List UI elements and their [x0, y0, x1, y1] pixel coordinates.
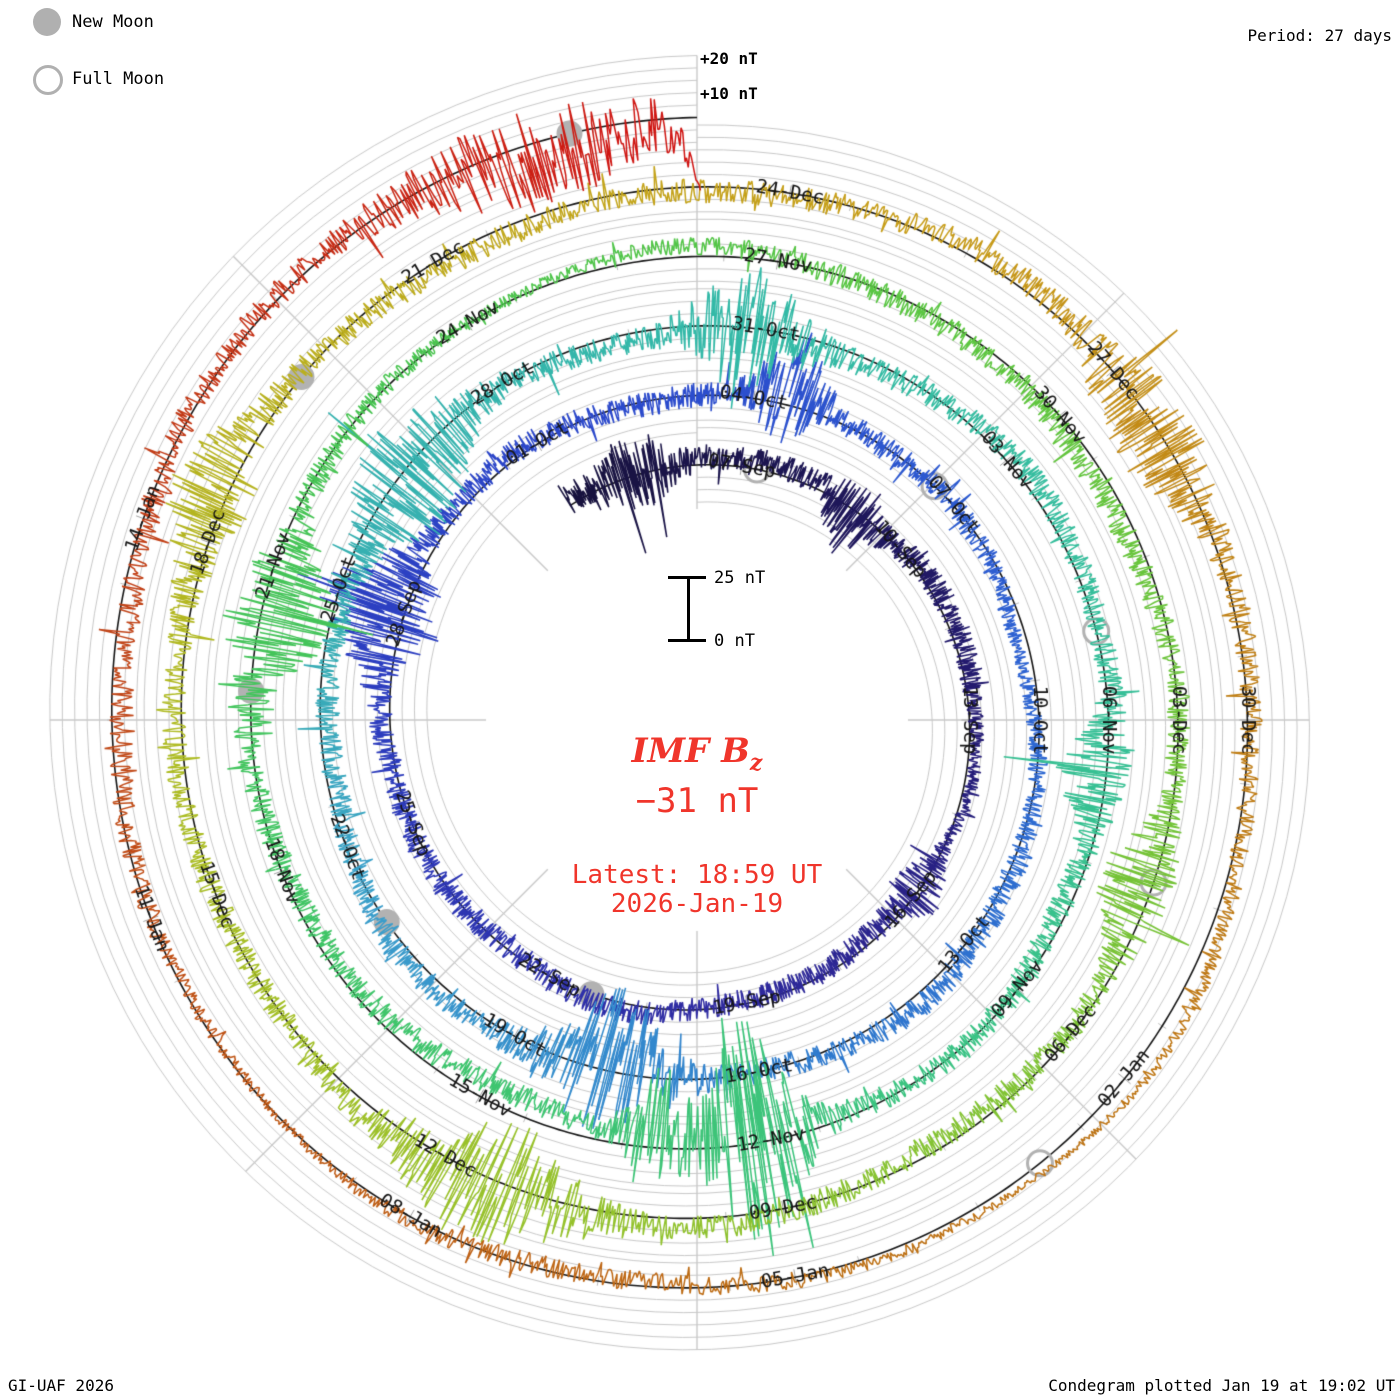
- full-moon-icon: [33, 65, 63, 95]
- center-title-subscript: z: [749, 749, 763, 776]
- latest-time-label: Latest: 18:59 UT: [571, 860, 823, 890]
- center-latest: Latest: 18:59 UT 2026-Jan-19: [447, 861, 947, 919]
- new-moon-icon: [33, 8, 61, 36]
- scale-bar-bottom-cap: [668, 639, 706, 642]
- scale-bar: [687, 578, 690, 641]
- center-value: −31 nT: [635, 781, 759, 821]
- radial-label-plus20: +20 nT: [700, 49, 758, 68]
- plotted-label: Condegram plotted Jan 19 at 19:02 UT: [1048, 1376, 1395, 1395]
- radial-label-plus10: +10 nT: [700, 84, 758, 103]
- scale-bar-top-cap: [668, 576, 706, 579]
- scale-bottom-label: 0 nT: [714, 631, 755, 651]
- latest-date-label: 2026-Jan-19: [610, 889, 784, 919]
- center-title-text: IMF B: [631, 731, 750, 771]
- credit-label: GI-UAF 2026: [8, 1376, 114, 1395]
- center-title: IMF Bz: [447, 731, 947, 776]
- legend-new-moon-label: New Moon: [72, 12, 154, 32]
- legend-full-moon-label: Full Moon: [72, 69, 165, 89]
- period-label: Period: 27 days: [1247, 26, 1393, 45]
- scale-top-label: 25 nT: [714, 568, 766, 588]
